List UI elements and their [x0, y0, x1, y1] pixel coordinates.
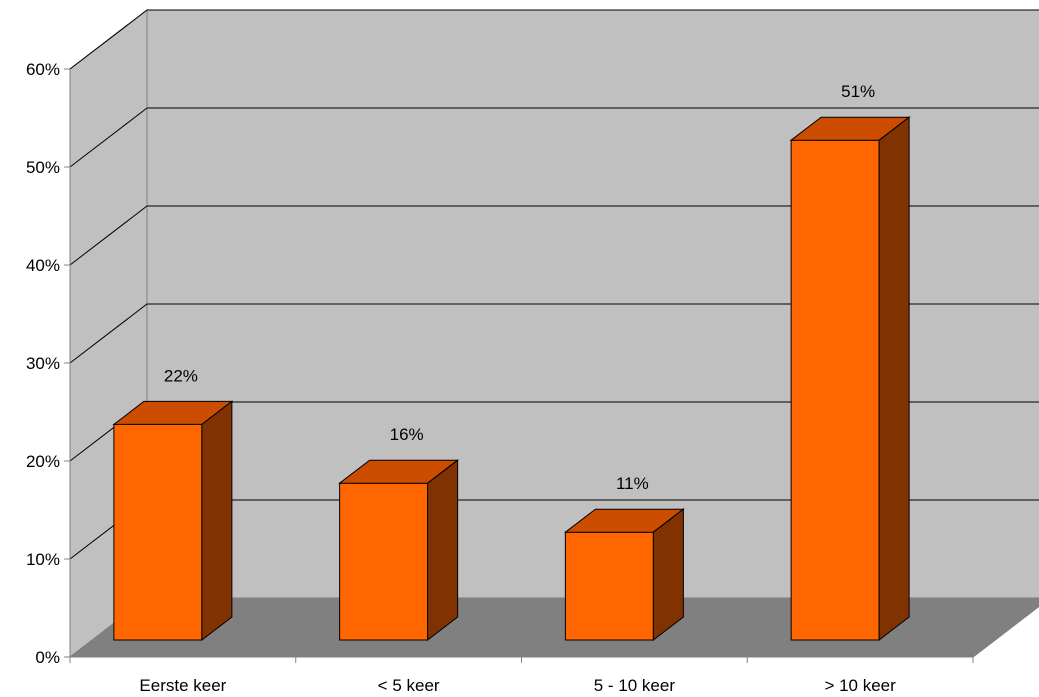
bar — [563, 508, 685, 642]
bar-side — [878, 116, 910, 642]
bar — [789, 116, 911, 642]
bar — [338, 459, 460, 642]
x-tick-label: < 5 keer — [378, 676, 440, 695]
bar-side — [201, 400, 233, 642]
bar-front — [790, 139, 880, 641]
data-label: 51% — [841, 82, 875, 101]
gridline — [69, 205, 1039, 266]
bars — [112, 116, 911, 642]
x-tick-label: Eerste keer — [139, 676, 226, 695]
floor-edge — [972, 605, 1039, 658]
bar-side — [427, 459, 459, 642]
bar-front — [339, 482, 429, 641]
x-tick-label: 5 - 10 keer — [594, 676, 676, 695]
y-tick-label: 0% — [35, 648, 60, 667]
gridline — [69, 107, 1039, 168]
gridline — [69, 303, 1039, 364]
data-label: 16% — [390, 425, 424, 444]
y-tick-label: 60% — [26, 60, 60, 79]
gridline — [69, 9, 1039, 70]
y-tick-label: 10% — [26, 550, 60, 569]
bar-front — [113, 423, 203, 641]
y-tick-label: 20% — [26, 452, 60, 471]
y-tick-label: 50% — [26, 158, 60, 177]
bar — [112, 400, 234, 642]
y-tick-label: 40% — [26, 256, 60, 275]
y-tick-label: 30% — [26, 354, 60, 373]
bar-side — [652, 508, 684, 642]
bar-front — [564, 531, 654, 641]
x-tick-label: > 10 keer — [824, 676, 896, 695]
labels: 22% Eerste keer 16% < 5 keer 11% 5 - 10 keer 5… — [139, 82, 896, 695]
axes: 0% 10% 20% 30% 40% 50% 60% — [26, 60, 1039, 667]
data-label: 11% — [616, 474, 649, 493]
data-label: 22% — [164, 366, 198, 385]
